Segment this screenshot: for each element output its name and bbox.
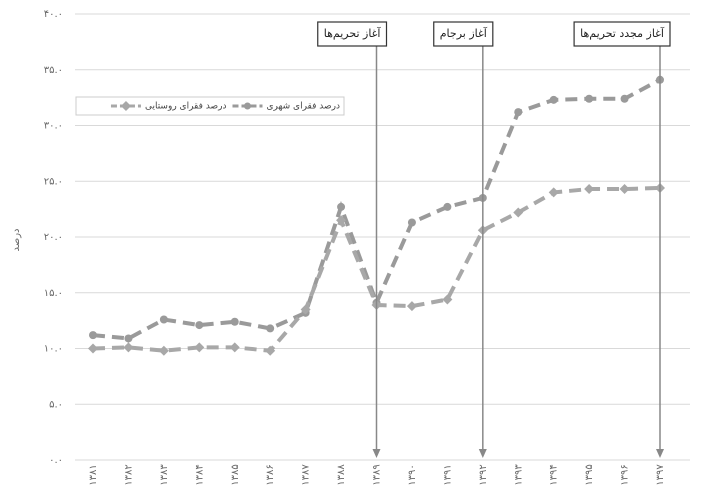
point — [620, 94, 629, 103]
event-box — [317, 21, 388, 47]
point — [442, 294, 453, 305]
point — [88, 343, 98, 354]
point — [266, 324, 275, 333]
point — [619, 184, 630, 195]
point — [265, 345, 276, 356]
point — [514, 108, 523, 117]
y-tick-label: ۳۰.۰ — [44, 121, 63, 132]
event-arrow — [656, 449, 664, 458]
point — [443, 202, 452, 211]
y-tick-label: ۱۰.۰ — [44, 344, 63, 355]
event-label: آغاز برجام — [440, 26, 488, 40]
point — [549, 95, 558, 104]
point — [336, 215, 347, 226]
point — [124, 334, 133, 343]
event-arrow — [372, 449, 381, 458]
x-tick-label: ۱۳۹۲ — [478, 464, 489, 485]
point — [406, 301, 417, 312]
point — [229, 342, 240, 353]
x-tick-label: ۱۳۹۱ — [442, 464, 453, 485]
legend-marker — [243, 102, 251, 110]
x-tick-label: ۱۳۸۲ — [123, 464, 134, 485]
x-tick-label: ۱۳۸۶ — [265, 464, 276, 485]
point — [158, 345, 169, 356]
point — [337, 202, 346, 211]
point — [584, 184, 595, 195]
point — [548, 187, 559, 198]
event-box — [573, 21, 671, 47]
legend-box — [75, 96, 345, 116]
x-tick-label: ۱۳۸۷ — [301, 464, 312, 486]
legend-label: درصد فقرای روستایی — [145, 102, 227, 112]
point — [89, 331, 97, 340]
x-tick-label: ۱۳۹۷ — [655, 464, 666, 486]
y-tick-label: ۲۰.۰ — [44, 232, 63, 243]
point — [230, 317, 239, 326]
point — [194, 342, 205, 353]
y-tick-label: ۰.۰ — [49, 455, 63, 466]
x-tick-label: ۱۳۸۱ — [88, 464, 99, 485]
x-tick-label: ۱۳۸۴ — [194, 464, 205, 485]
series-line — [92, 78, 661, 341]
event-label: آغاز تحریم‌ها — [324, 26, 382, 40]
y-tick-label: ۳۵.۰ — [44, 65, 63, 76]
point — [585, 94, 594, 103]
legend-label: درصد فقرای شهری — [266, 102, 340, 112]
event-box — [433, 21, 494, 47]
point — [195, 321, 204, 330]
legend-marker — [120, 101, 131, 111]
y-tick-label: ۲۵.۰ — [44, 176, 63, 187]
point — [159, 315, 168, 324]
x-tick-label: ۱۳۸۹ — [372, 464, 383, 485]
x-tick-label: ۱۳۹۶ — [620, 464, 631, 485]
legend: درصد فقرای شهری درصد فقرای روستایی — [75, 96, 345, 116]
y-tick-label: ۴۰.۰ — [44, 9, 63, 20]
y-tick-label: ۱۵.۰ — [44, 288, 63, 299]
x-tick-label: ۱۳۹۵ — [584, 464, 595, 485]
x-tick-label: ۱۳۸۵ — [230, 464, 241, 485]
x-tick-label: ۱۳۸۸ — [336, 464, 347, 486]
point — [300, 304, 311, 315]
y-tick-label: ۵.۰ — [49, 399, 63, 410]
x-tick-label: ۱۳۹۴ — [549, 464, 560, 485]
x-tick-label: ۱۳۹۰ — [407, 464, 418, 485]
event-label: آغاز مجدد تحریم‌ها — [580, 26, 665, 40]
x-tick-label: ۱۳۸۳ — [159, 464, 170, 486]
point — [407, 218, 416, 227]
event-arrow — [478, 449, 487, 458]
x-tick-label: ۱۳۹۳ — [513, 464, 524, 486]
point — [513, 207, 524, 218]
point — [123, 342, 134, 353]
y-axis-title: درصد — [11, 228, 22, 251]
